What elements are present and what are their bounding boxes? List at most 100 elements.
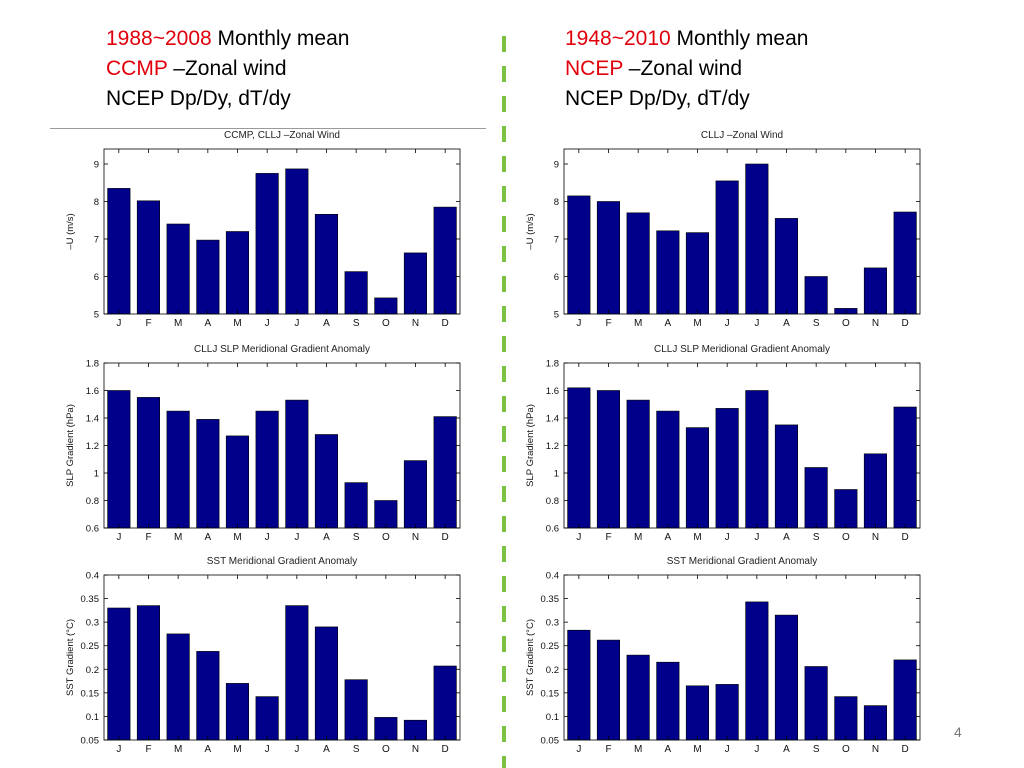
bar-m-4 xyxy=(225,435,249,529)
xtick-label: M xyxy=(693,318,701,329)
ytick-label: 7 xyxy=(554,235,559,246)
xtick-label: J xyxy=(265,532,270,543)
xtick-label: M xyxy=(174,532,182,543)
xtick-label: N xyxy=(412,744,419,755)
xtick-label: S xyxy=(813,318,820,329)
xtick-label: A xyxy=(323,318,330,329)
ytick-label: 0.6 xyxy=(86,524,99,535)
bar-f-1 xyxy=(596,201,620,315)
chart-left-slp: CLLJ SLP Meridional Gradient Anomaly 0.6 0… xyxy=(50,340,490,545)
bar-n-10 xyxy=(863,705,888,741)
ytick-label: 1 xyxy=(94,469,99,480)
xtick-label: M xyxy=(233,744,241,755)
bar-a-3 xyxy=(196,651,220,741)
header-right-period: 1948~2010 xyxy=(565,27,671,50)
xtick-label: F xyxy=(605,744,611,755)
xtick-label: J xyxy=(725,318,730,329)
bar-j-5 xyxy=(255,173,279,315)
plot-frame xyxy=(563,148,921,315)
bar-m-2 xyxy=(626,399,650,529)
bar-a-7 xyxy=(774,218,799,315)
ytick-label: 0.35 xyxy=(81,594,100,605)
ytick-label: 0.8 xyxy=(546,496,559,507)
xtick-label: O xyxy=(842,532,850,543)
bar-a-7 xyxy=(314,434,339,529)
xtick-label: O xyxy=(382,532,390,543)
xtick-label: A xyxy=(664,318,671,329)
xtick-label: J xyxy=(116,532,121,543)
bar-s-8 xyxy=(804,467,828,529)
xtick-label: J xyxy=(294,532,299,543)
xtick-label: D xyxy=(902,744,909,755)
bar-m-4 xyxy=(225,683,249,741)
ytick-label: 6 xyxy=(554,272,559,283)
bar-a-7 xyxy=(314,626,339,741)
header-right-line1-text: Monthly mean xyxy=(670,27,809,50)
chart-title: CLLJ SLP Meridional Gradient Anomaly xyxy=(194,344,370,355)
bar-f-1 xyxy=(136,200,160,315)
plot-frame xyxy=(563,574,921,741)
chart-svg: CCMP, CLLJ –Zonal Wind 5 6 7 8 9 J F M A M J J A S O N D –… xyxy=(65,130,461,329)
xtick-label: J xyxy=(754,744,759,755)
header-right-line1: 1948~2010 Monthly mean xyxy=(565,24,808,54)
header-left-source: CCMP xyxy=(106,57,168,80)
ytick-label: 1.6 xyxy=(86,386,99,397)
xtick-label: J xyxy=(294,318,299,329)
xtick-label: M xyxy=(233,318,241,329)
chart-right-wind: CLLJ –Zonal Wind 5 6 7 8 9 J F M A M J J A S O N D –U (m/s… xyxy=(510,126,950,331)
ytick-label: 9 xyxy=(94,160,99,171)
chart-svg: SST Meridional Gradient Anomaly 0.05 0.1 0.… xyxy=(65,556,461,755)
xtick-label: M xyxy=(233,532,241,543)
xtick-label: M xyxy=(693,532,701,543)
xtick-label: J xyxy=(265,318,270,329)
chart-left-sst: SST Meridional Gradient Anomaly 0.05 0.1 0.… xyxy=(50,552,490,757)
ytick-label: 0.25 xyxy=(541,641,560,652)
bar-o-9 xyxy=(374,500,398,529)
ytick-label: 5 xyxy=(94,310,99,321)
xtick-label: M xyxy=(634,318,642,329)
xtick-label: A xyxy=(323,532,330,543)
header-right-line2: NCEP –Zonal wind xyxy=(565,54,808,84)
bar-j-5 xyxy=(715,180,739,315)
xtick-label: M xyxy=(693,744,701,755)
y-axis-label: SST Gradient (°C) xyxy=(525,619,536,696)
plot-frame xyxy=(103,148,461,315)
bar-j-6 xyxy=(285,605,309,741)
header-left-line2-text: –Zonal wind xyxy=(167,57,287,80)
header-right-line3: NCEP Dp/Dy, dT/dy xyxy=(565,87,750,110)
ytick-label: 1.6 xyxy=(546,386,559,397)
bar-n-10 xyxy=(403,460,428,529)
xtick-label: J xyxy=(754,318,759,329)
ytick-label: 0.1 xyxy=(86,712,99,723)
xtick-label: J xyxy=(116,318,121,329)
bar-j-0 xyxy=(107,188,131,315)
bar-f-1 xyxy=(596,639,620,741)
xtick-label: A xyxy=(323,744,330,755)
xtick-label: D xyxy=(442,318,449,329)
ytick-label: 6 xyxy=(94,272,99,283)
bar-a-3 xyxy=(656,230,680,315)
header-right: 1948~2010 Monthly mean NCEP –Zonal wind … xyxy=(565,24,808,114)
bar-s-8 xyxy=(344,271,368,315)
bar-j-5 xyxy=(715,408,739,529)
chart-right-slp: CLLJ SLP Meridional Gradient Anomaly 0.6 0… xyxy=(510,340,950,545)
bar-j-6 xyxy=(745,163,769,315)
bar-m-4 xyxy=(225,231,249,315)
ytick-label: 0.1 xyxy=(546,712,559,723)
header-left-line1: 1988~2008 Monthly mean xyxy=(106,24,349,54)
bar-j-0 xyxy=(107,607,131,741)
header-right-source: NCEP xyxy=(565,57,623,80)
ytick-label: 1.2 xyxy=(546,441,559,452)
xtick-label: S xyxy=(813,532,820,543)
bar-m-2 xyxy=(166,223,190,315)
xtick-label: F xyxy=(145,744,151,755)
chart-title: SST Meridional Gradient Anomaly xyxy=(207,556,357,567)
bar-j-0 xyxy=(567,387,591,529)
ytick-label: 1.4 xyxy=(86,414,99,425)
xtick-label: J xyxy=(725,532,730,543)
ytick-label: 5 xyxy=(554,310,559,321)
y-axis-label: –U (m/s) xyxy=(65,213,76,249)
xtick-label: J xyxy=(294,744,299,755)
xtick-label: M xyxy=(174,744,182,755)
bar-d-11 xyxy=(893,406,917,529)
